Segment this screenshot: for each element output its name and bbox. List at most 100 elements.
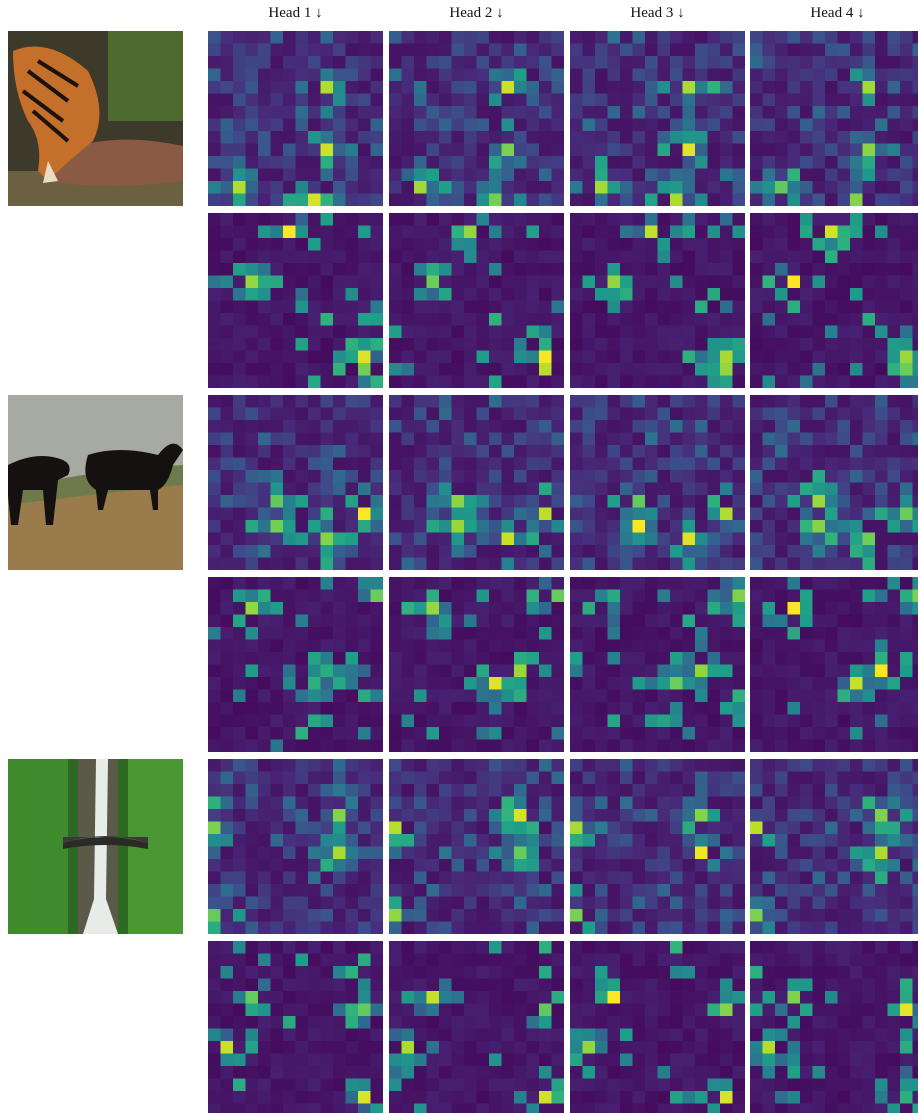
attention-cell	[514, 639, 527, 653]
attention-cell	[320, 1028, 334, 1042]
attention-cell	[750, 43, 763, 57]
attention-cell	[526, 407, 540, 421]
attention-cell	[732, 31, 745, 44]
attention-cell	[912, 978, 918, 992]
attention-cell	[825, 313, 838, 326]
attention-cell	[720, 739, 733, 752]
attention-cell	[220, 1066, 234, 1079]
attention-cell	[582, 325, 596, 339]
attention-cell	[245, 1041, 259, 1054]
attention-cell	[887, 859, 901, 872]
attention-cell	[501, 31, 515, 44]
attention-cell	[401, 846, 415, 860]
attention-cell	[220, 275, 234, 289]
attention-cell	[308, 432, 321, 446]
attention-cell	[582, 1028, 596, 1042]
attention-cell	[233, 470, 246, 483]
attention-cell	[632, 1028, 646, 1042]
attention-cell	[582, 702, 596, 715]
attention-cell	[875, 627, 888, 640]
attention-cell	[308, 884, 321, 897]
attention-cell	[645, 978, 658, 992]
attention-cell	[233, 338, 246, 351]
attention-cell	[345, 432, 359, 446]
attention-cell	[283, 1003, 296, 1017]
attention-cell	[426, 131, 440, 144]
attention-cell	[632, 313, 646, 326]
attention-cell	[850, 395, 863, 408]
attention-cell	[707, 1103, 721, 1113]
attention-cell	[358, 602, 371, 615]
attention-cell	[607, 557, 621, 570]
attention-cell	[657, 677, 671, 690]
attention-cell	[695, 545, 708, 558]
attention-cell	[514, 1028, 527, 1042]
attention-cell	[682, 846, 696, 860]
attention-cell	[370, 796, 383, 810]
attention-cell	[439, 1041, 452, 1054]
attention-cell	[514, 375, 527, 388]
attention-cell	[732, 727, 745, 740]
attention-cell	[800, 457, 813, 471]
attention-cell	[762, 106, 776, 119]
attention-cell	[837, 664, 851, 678]
attention-cell	[750, 664, 763, 678]
attention-cell	[812, 921, 826, 934]
attention-cell	[595, 213, 608, 226]
attention-cell	[595, 978, 608, 992]
attention-cell	[887, 1103, 901, 1113]
attention-cell	[270, 714, 284, 728]
attention-cell	[775, 577, 788, 590]
attention-cell	[439, 375, 452, 388]
attention-cell	[825, 759, 838, 772]
attention-cell	[358, 325, 371, 339]
attention-cell	[912, 702, 918, 715]
attention-cell	[308, 1028, 321, 1042]
attention-cell	[607, 652, 621, 665]
attention-cell	[551, 118, 564, 132]
attention-cell	[850, 1003, 863, 1017]
attention-cell	[875, 941, 888, 954]
attention-cell	[476, 213, 490, 226]
attention-cell	[208, 263, 221, 276]
attention-cell	[812, 250, 826, 264]
attention-cell	[401, 495, 415, 508]
attention-cell	[570, 432, 583, 446]
attention-cell	[595, 1091, 608, 1104]
attention-cell	[582, 589, 596, 603]
attention-cell	[258, 288, 271, 301]
attention-cell	[245, 759, 259, 772]
attention-cell	[632, 118, 646, 132]
attention-cell	[233, 677, 246, 690]
attention-cell	[426, 168, 440, 182]
attention-cell	[825, 168, 838, 182]
attention-cell	[620, 589, 633, 603]
attention-cell	[750, 714, 763, 728]
attention-cell	[233, 507, 246, 521]
attention-cell	[308, 689, 321, 703]
attention-cell	[582, 168, 596, 182]
attention-cell	[451, 168, 465, 182]
attention-cell	[295, 689, 309, 703]
attention-cell	[762, 156, 776, 169]
attention-cell	[514, 275, 527, 289]
attention-cell	[464, 520, 477, 533]
attention-cell	[657, 445, 671, 458]
attention-cell	[526, 652, 540, 665]
attention-cell	[245, 639, 259, 653]
attention-cell	[514, 1053, 527, 1067]
attention-cell	[707, 168, 721, 182]
attention-cell	[389, 375, 402, 388]
attention-cell	[358, 921, 371, 934]
attention-cell	[732, 263, 745, 276]
attention-cell	[837, 953, 851, 967]
attention-cell	[657, 288, 671, 301]
attention-cell	[514, 93, 527, 107]
attention-cell	[514, 771, 527, 785]
attention-cell	[570, 577, 583, 590]
attention-cell	[320, 445, 334, 458]
attention-cell	[875, 652, 888, 665]
attention-cell	[258, 796, 271, 810]
attention-cell	[401, 1041, 415, 1054]
attention-cell	[595, 407, 608, 421]
